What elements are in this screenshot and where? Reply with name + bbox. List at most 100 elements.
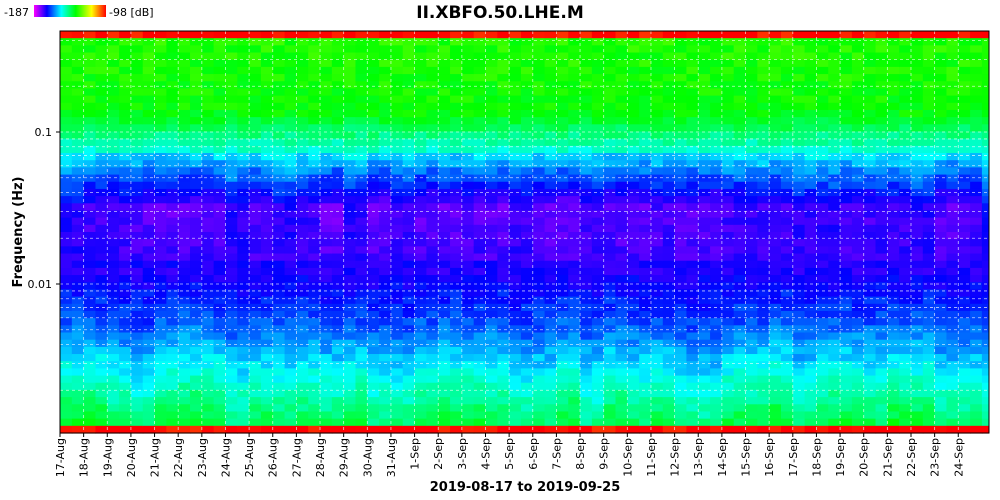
heatmap-cell bbox=[190, 95, 203, 104]
heatmap-cell bbox=[60, 239, 73, 247]
heatmap-cell bbox=[568, 38, 581, 46]
heatmap-cell bbox=[745, 310, 758, 319]
heatmap-cell bbox=[875, 332, 888, 341]
heatmap-cell bbox=[296, 109, 309, 118]
heatmap-cell bbox=[154, 153, 167, 161]
heatmap-cell bbox=[272, 45, 286, 54]
heatmap-cell bbox=[190, 188, 203, 197]
heatmap-cell bbox=[272, 210, 286, 219]
heatmap-cell bbox=[863, 375, 877, 384]
heatmap-cell bbox=[958, 81, 971, 90]
heatmap-cell bbox=[355, 318, 368, 326]
heatmap-cell bbox=[970, 275, 983, 283]
heatmap-cell bbox=[934, 31, 948, 39]
heatmap-cell bbox=[934, 346, 948, 355]
heatmap-cell bbox=[603, 267, 617, 276]
heatmap-cell bbox=[674, 66, 688, 75]
heatmap-cell bbox=[308, 203, 321, 212]
heatmap-cell bbox=[225, 45, 238, 54]
heatmap-cell bbox=[450, 124, 463, 133]
heatmap-cell bbox=[426, 411, 439, 420]
heatmap-cell bbox=[840, 382, 853, 391]
heatmap-cell bbox=[201, 253, 215, 262]
heatmap-cell bbox=[958, 74, 971, 82]
heatmap-cell bbox=[958, 339, 971, 348]
heatmap-cell bbox=[686, 117, 699, 125]
heatmap-cell bbox=[320, 275, 333, 283]
heatmap-cell bbox=[710, 418, 723, 427]
heatmap-cell bbox=[272, 318, 286, 326]
heatmap-cell bbox=[568, 52, 581, 61]
heatmap-cell bbox=[863, 397, 877, 405]
heatmap-cell bbox=[414, 404, 427, 413]
heatmap-cell bbox=[627, 124, 640, 133]
heatmap-cell bbox=[107, 210, 120, 219]
heatmap-cell bbox=[532, 88, 546, 97]
heatmap-cell bbox=[296, 368, 309, 377]
heatmap-cell bbox=[899, 275, 912, 283]
heatmap-cell bbox=[887, 354, 900, 362]
heatmap-cell bbox=[816, 397, 829, 405]
heatmap-cell bbox=[355, 418, 368, 427]
heatmap-cell bbox=[119, 196, 132, 204]
y-tick-label: 0.01 bbox=[28, 278, 53, 291]
heatmap-cell bbox=[107, 253, 120, 262]
heatmap-cell bbox=[461, 404, 475, 413]
heatmap-cell bbox=[355, 232, 368, 240]
heatmap-cell bbox=[946, 267, 959, 276]
heatmap-cell bbox=[272, 267, 286, 276]
heatmap-cell bbox=[840, 346, 853, 355]
heatmap-cell bbox=[461, 74, 475, 82]
heatmap-cell bbox=[284, 361, 297, 369]
heatmap-cell bbox=[95, 38, 108, 46]
heatmap-cell bbox=[107, 203, 120, 212]
heatmap-cell bbox=[225, 38, 238, 46]
heatmap-cell bbox=[414, 74, 427, 82]
heatmap-cell bbox=[733, 52, 747, 61]
heatmap-cell bbox=[792, 160, 806, 168]
heatmap-cell bbox=[178, 95, 191, 104]
heatmap-cell bbox=[284, 153, 297, 161]
heatmap-cell bbox=[367, 253, 380, 262]
heatmap-cell bbox=[674, 397, 688, 405]
heatmap-cell bbox=[166, 418, 179, 427]
heatmap-cell bbox=[970, 354, 983, 362]
heatmap-cell bbox=[875, 138, 888, 147]
heatmap-cell bbox=[390, 81, 404, 90]
heatmap-cell bbox=[272, 296, 286, 305]
heatmap-cell bbox=[840, 260, 853, 269]
heatmap-cell bbox=[83, 31, 97, 39]
heatmap-cell bbox=[780, 95, 794, 104]
heatmap-cell bbox=[142, 59, 156, 68]
heatmap-cell bbox=[639, 88, 652, 97]
heatmap-cell bbox=[721, 296, 735, 305]
heatmap-cell bbox=[320, 411, 333, 420]
heatmap-cell bbox=[83, 411, 97, 420]
heatmap-cell bbox=[828, 289, 841, 298]
heatmap-cell bbox=[107, 181, 120, 190]
heatmap-cell bbox=[438, 368, 451, 377]
heatmap-cell bbox=[190, 59, 203, 68]
heatmap-cell bbox=[485, 38, 498, 46]
heatmap-cell bbox=[757, 210, 770, 219]
heatmap-cell bbox=[757, 74, 770, 82]
heatmap-cell bbox=[331, 296, 345, 305]
heatmap-cell bbox=[733, 117, 747, 125]
heatmap-cell bbox=[650, 411, 664, 420]
heatmap-cell bbox=[627, 117, 640, 125]
heatmap-cell bbox=[721, 232, 735, 240]
heatmap-cell bbox=[237, 188, 250, 197]
heatmap-cell bbox=[83, 153, 97, 161]
heatmap-cell bbox=[934, 310, 948, 319]
heatmap-cell bbox=[426, 260, 439, 269]
heatmap-cell bbox=[804, 217, 818, 226]
heatmap-cell bbox=[225, 174, 238, 183]
heatmap-cell bbox=[119, 81, 132, 90]
heatmap-cell bbox=[320, 210, 333, 219]
heatmap-cell bbox=[60, 167, 73, 176]
heatmap-cell bbox=[875, 411, 888, 420]
heatmap-cell bbox=[887, 404, 900, 413]
heatmap-cell bbox=[107, 95, 120, 104]
heatmap-cell bbox=[284, 404, 297, 413]
heatmap-cell bbox=[981, 45, 989, 54]
